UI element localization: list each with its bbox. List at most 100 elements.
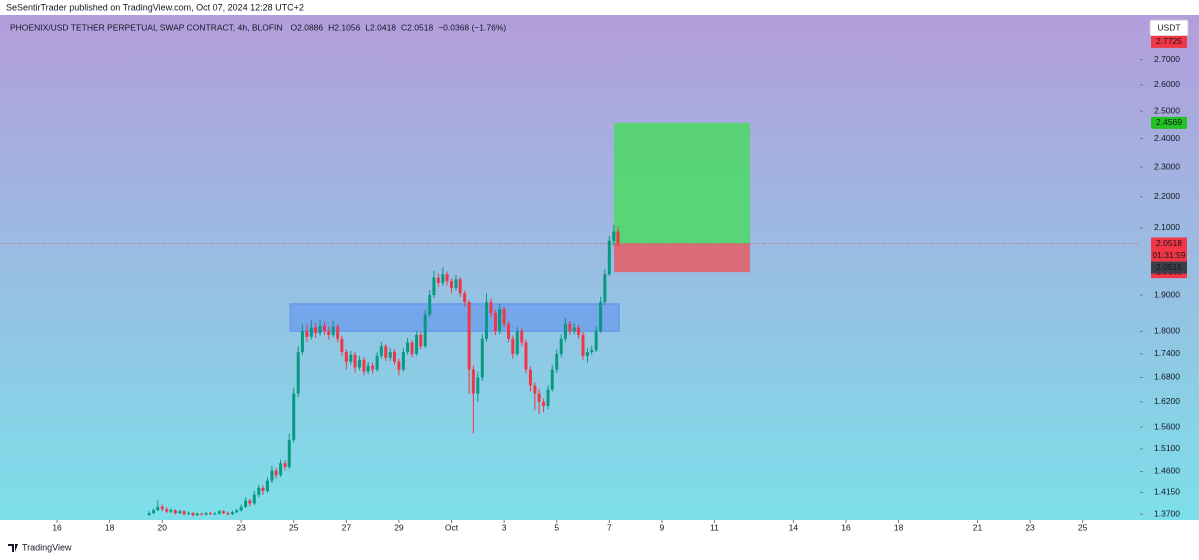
candle-body [371, 365, 375, 370]
y-tick-label: 2.3000 [1154, 161, 1180, 171]
y-tick-label: 1.9000 [1154, 289, 1180, 299]
x-axis-band [0, 520, 1199, 540]
candle-body [419, 334, 423, 347]
candle-body [476, 377, 480, 394]
candle-body [388, 352, 392, 358]
candle-body [152, 510, 156, 514]
candle-body [204, 513, 208, 515]
candle-body [515, 331, 519, 354]
candle-body [362, 359, 366, 372]
candle-body [410, 342, 414, 354]
brand: TradingView [22, 542, 72, 552]
y-tick-label: 1.7400 [1154, 348, 1180, 358]
candle-body [581, 334, 585, 356]
candle-body [261, 487, 265, 492]
y-tick-label: 2.4000 [1154, 133, 1180, 143]
candle-body [222, 511, 226, 514]
candle-body [283, 463, 287, 467]
candle-body [305, 331, 309, 337]
candle-body [423, 314, 427, 347]
candle-body [555, 353, 559, 370]
candle-body [568, 323, 572, 332]
candle-body [485, 302, 489, 339]
candle-body [542, 401, 546, 406]
x-tick-label: 20 [158, 522, 168, 532]
price-change: −0.0368 (−1.76%) [438, 22, 506, 32]
candle-body [507, 323, 511, 339]
candle-body [550, 369, 554, 390]
y-tick-label: 1.6800 [1154, 372, 1180, 382]
candle-body [594, 331, 598, 351]
candle-body [489, 302, 493, 313]
countdown: 01:31:59 [1152, 250, 1185, 260]
candle-body [187, 513, 191, 515]
candle-body [572, 327, 576, 332]
candle-body [415, 334, 419, 354]
candle-body [327, 331, 331, 335]
candle-body [546, 389, 550, 406]
candle-body [182, 511, 186, 515]
candle-body [235, 510, 239, 513]
candle-body [616, 231, 620, 244]
y-tick-label: 1.8000 [1154, 325, 1180, 335]
candle-body [511, 338, 515, 354]
candle-body [493, 312, 497, 332]
x-tick-label: 14 [789, 522, 799, 532]
candle-body [585, 352, 589, 356]
candle-body [428, 295, 432, 315]
candle-body [524, 342, 528, 370]
x-tick-label: 25 [1078, 522, 1088, 532]
candle-body [191, 513, 195, 516]
x-tick-label: 5 [554, 522, 559, 532]
candle-body [590, 350, 594, 353]
profit-zone [614, 122, 751, 244]
candle-body [406, 342, 410, 353]
price-label: 2.0518 [1156, 238, 1182, 248]
x-tick-label: Oct [445, 522, 459, 532]
x-tick-label: 18 [105, 522, 115, 532]
mark-price-box [1151, 261, 1187, 274]
candle-body [599, 302, 603, 332]
price-label: 2.4569 [1156, 117, 1182, 127]
candle-body [436, 277, 440, 283]
candle-body [603, 274, 607, 303]
candle-body [314, 327, 318, 334]
x-tick-label: 16 [841, 522, 851, 532]
x-tick-label: 16 [52, 522, 62, 532]
candle-body [450, 281, 454, 289]
y-tick-label: 2.5000 [1154, 105, 1180, 115]
candle-body [300, 331, 304, 353]
y-tick-label: 1.5100 [1154, 443, 1180, 453]
candle-body [445, 274, 449, 282]
x-tick-label: 27 [342, 522, 352, 532]
candle-body [498, 309, 502, 332]
currency[interactable]: USDT [1157, 22, 1180, 32]
candle-body [559, 338, 563, 354]
candle-body [577, 327, 581, 335]
candle-body [563, 323, 567, 339]
candle-body [173, 510, 177, 514]
candle-body [279, 463, 283, 476]
y-tick-label: 2.7000 [1154, 54, 1180, 64]
candle-body [375, 355, 379, 370]
candle-body [217, 511, 221, 514]
candle-body [520, 331, 524, 343]
candle-body [432, 277, 436, 296]
candle-body [265, 480, 269, 492]
candle-body [379, 346, 383, 356]
ohlc-label: O2.0886 [291, 22, 324, 32]
candle-body [537, 393, 541, 402]
candle-body [309, 327, 313, 337]
candle-body [533, 385, 537, 394]
price-label-box [1151, 116, 1187, 129]
candle-body [195, 513, 199, 516]
tradingview-logo [8, 544, 18, 552]
candle-body [169, 510, 173, 512]
candle-body [397, 361, 401, 370]
chart-background [0, 15, 1199, 520]
x-tick-label: 9 [660, 522, 665, 532]
candle-body [480, 338, 484, 378]
candle-body [226, 513, 230, 515]
ohlc-label: L2.0418 [365, 22, 396, 32]
